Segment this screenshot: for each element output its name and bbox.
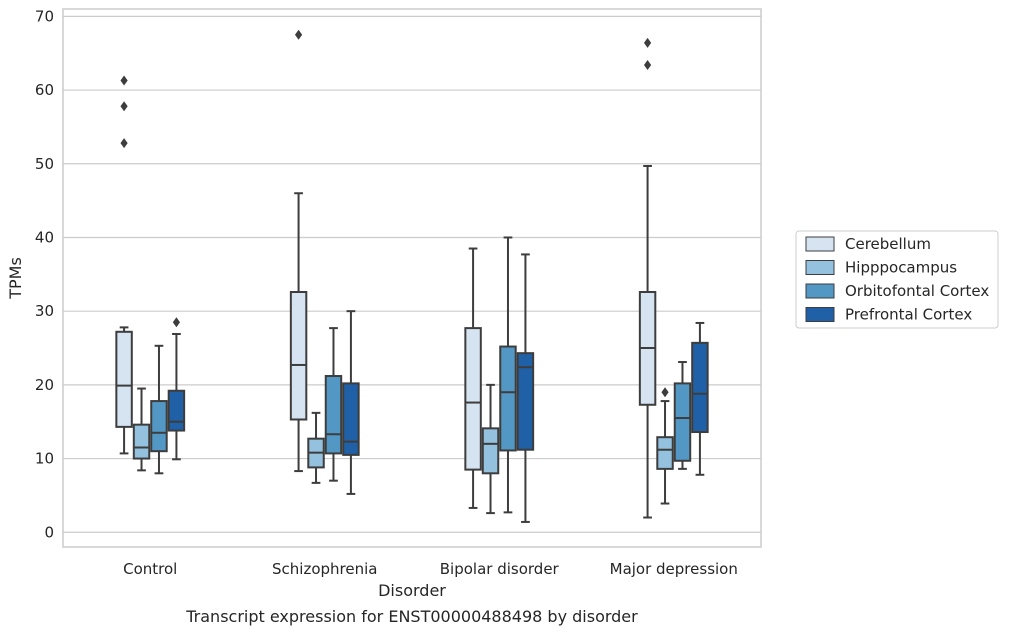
outlier-point [120, 138, 128, 149]
y-tick-label: 10 [35, 450, 54, 468]
legend: Cerebellum Hipppocampus Orbitofontal Corte… [795, 230, 999, 329]
legend-label: Cerebellum [845, 235, 931, 253]
legend-swatch [805, 260, 835, 275]
outlier-point [172, 317, 181, 328]
outlier-point [643, 37, 652, 48]
outlier-point [120, 75, 128, 86]
y-tick-labels: 0 10 20 30 40 50 60 70 [35, 7, 54, 541]
x-tick-labels: Control Schizophrenia Bipolar disorder Majo… [123, 560, 738, 578]
x-tick-label: Bipolar disorder [440, 560, 560, 578]
box-body [342, 382, 360, 456]
legend-frame [795, 230, 999, 329]
outlier-point [120, 101, 128, 112]
x-tick-label: Major depression [610, 560, 738, 578]
y-tick-label: 50 [35, 155, 54, 173]
y-tick-label: 0 [44, 523, 54, 541]
box-body [167, 389, 186, 432]
legend-swatch [805, 283, 835, 299]
x-tick-label: Schizophrenia [272, 560, 377, 578]
box-cerebellum [638, 37, 657, 519]
box-hipppocampus [481, 383, 500, 515]
box-hipppocampus [132, 387, 151, 472]
legend-label: Prefrontal Cortex [845, 306, 972, 324]
box-body [691, 341, 709, 434]
y-tick-label: 30 [35, 302, 54, 320]
figure-caption: Transcript expression for ENST0000048849… [185, 607, 638, 626]
outlier-point [661, 387, 669, 398]
plot-frame [62, 8, 762, 548]
y-tick-label: 60 [35, 81, 54, 99]
box-hipppocampus [307, 411, 325, 484]
box-body [324, 375, 343, 455]
box-body [150, 400, 168, 453]
x-tick-label: Control [123, 560, 177, 578]
legend-label: Orbitofontal Cortex [845, 282, 989, 300]
box-cerebellum [289, 29, 308, 473]
box-cerebellum [464, 247, 482, 509]
box-orbitofontal-cortex [499, 236, 517, 514]
box-body [516, 352, 535, 451]
x-axis-title: Disorder [378, 581, 446, 600]
box-cerebellum [115, 75, 133, 455]
box-body [656, 436, 674, 470]
box-series-group [115, 29, 709, 523]
box-prefrontal-cortex [167, 317, 186, 461]
box-hipppocampus [656, 387, 674, 505]
y-tick-label: 40 [35, 228, 54, 246]
box-prefrontal-cortex [342, 310, 360, 495]
box-orbitofontal-cortex [150, 344, 168, 475]
box-body [115, 330, 133, 428]
outlier-point [294, 29, 303, 40]
box-prefrontal-cortex [516, 253, 535, 523]
box-body [499, 345, 517, 452]
legend-swatch [805, 307, 835, 322]
box-orbitofontal-cortex [673, 361, 692, 470]
box-prefrontal-cortex [691, 321, 709, 476]
outlier-point [643, 60, 652, 71]
legend-label: Hipppocampus [845, 259, 957, 277]
y-tick-label: 70 [35, 7, 54, 25]
box-orbitofontal-cortex [324, 327, 343, 482]
y-axis-title: TPMs [6, 257, 25, 300]
box-body [673, 382, 692, 462]
legend-swatch [805, 236, 835, 252]
box-body [289, 291, 308, 421]
box-body [132, 423, 151, 460]
y-tick-label: 20 [35, 376, 54, 394]
box-body [464, 327, 482, 471]
box-body [481, 427, 500, 475]
